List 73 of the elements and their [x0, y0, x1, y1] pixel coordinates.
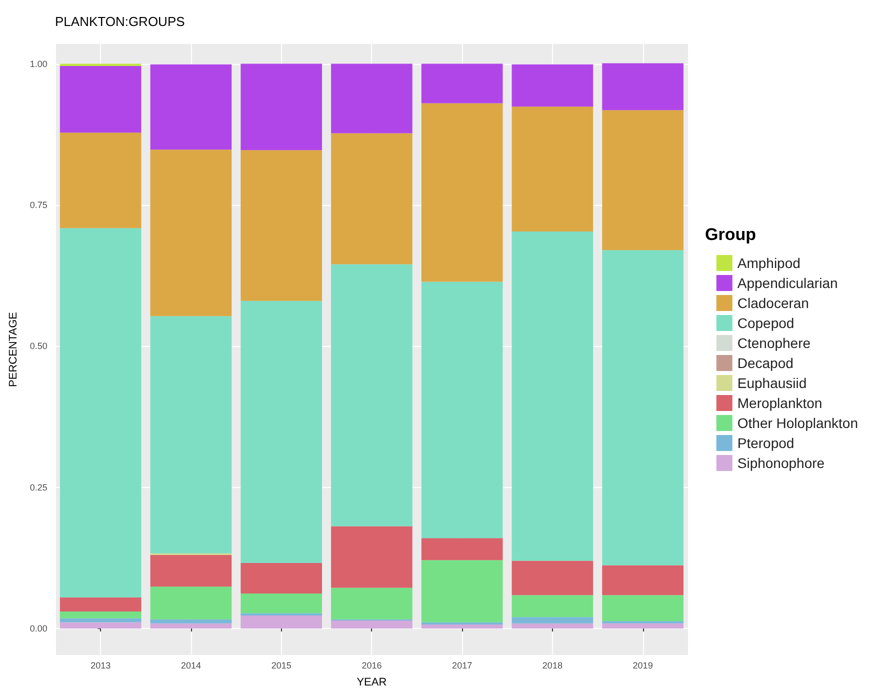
x-axis-title: YEAR [356, 676, 387, 688]
bar [512, 617, 594, 624]
bar [150, 586, 232, 620]
bar [421, 282, 503, 538]
bar [602, 250, 684, 566]
bar [60, 66, 142, 133]
legend-label: Decapod [737, 355, 794, 371]
bar [421, 560, 503, 622]
y-axis-title: PERCENTAGE [8, 312, 20, 387]
bar [150, 316, 232, 554]
bar [512, 595, 594, 618]
bar [150, 64, 232, 150]
bar [240, 300, 322, 563]
bar [331, 264, 412, 526]
x-tick-label: 2013 [90, 660, 111, 670]
legend-label: Pteropod [737, 435, 794, 451]
bar [60, 597, 142, 612]
bar [602, 623, 684, 628]
legend-label: Meroplankton [737, 395, 822, 411]
x-tick-label: 2018 [542, 660, 562, 670]
y-tick-label: 0.00 [30, 623, 48, 634]
bar [602, 110, 684, 250]
bar [331, 64, 412, 134]
bar [512, 106, 594, 232]
bar [512, 623, 594, 628]
x-tick-label: 2014 [180, 660, 201, 670]
y-tick-label: 0.50 [30, 341, 48, 352]
bar [150, 619, 232, 624]
legend-label: Appendicularian [737, 275, 838, 291]
bar [150, 555, 232, 587]
y-tick-label: 0.75 [30, 200, 48, 210]
bar [150, 150, 232, 316]
bar [240, 593, 322, 614]
x-tick-label: 2015 [271, 660, 292, 670]
bar [512, 231, 594, 561]
legend-label: Siphonophore [737, 455, 825, 471]
bar [240, 150, 322, 301]
bar [331, 588, 412, 620]
bar [60, 64, 142, 66]
bar [240, 615, 322, 628]
bar [60, 612, 142, 618]
legend-label: Copepod [737, 315, 794, 331]
legend-label: Ctenophere [737, 335, 811, 351]
bar [421, 103, 503, 282]
legend-label: Amphipod [737, 255, 800, 271]
bar [512, 64, 594, 107]
bar [421, 622, 503, 625]
bar [512, 560, 594, 596]
x-tick-label: 2017 [452, 660, 472, 670]
bar [602, 565, 684, 596]
bar [421, 64, 503, 104]
legend-label: Other Holoplankton [737, 415, 858, 431]
legend-label: Euphausiid [737, 375, 807, 391]
bar [240, 64, 322, 150]
bar [331, 620, 412, 628]
bar [240, 562, 322, 594]
bar [602, 63, 684, 110]
bar [421, 538, 503, 560]
bar [331, 526, 412, 588]
y-tick-label: 0.25 [30, 482, 48, 492]
chart-title: PLANKTON:GROUPS [55, 14, 186, 29]
x-tick-label: 2019 [632, 660, 653, 670]
bar [602, 595, 684, 622]
bar [421, 624, 503, 628]
legend-label: Cladoceran [737, 295, 809, 311]
bar [60, 228, 142, 598]
bar [60, 622, 142, 628]
y-tick-label: 1.00 [30, 58, 48, 69]
bar [60, 132, 142, 228]
legend-title: Group [705, 225, 756, 244]
bar [331, 133, 412, 264]
x-tick-label: 2016 [362, 660, 382, 670]
bar [150, 623, 232, 628]
